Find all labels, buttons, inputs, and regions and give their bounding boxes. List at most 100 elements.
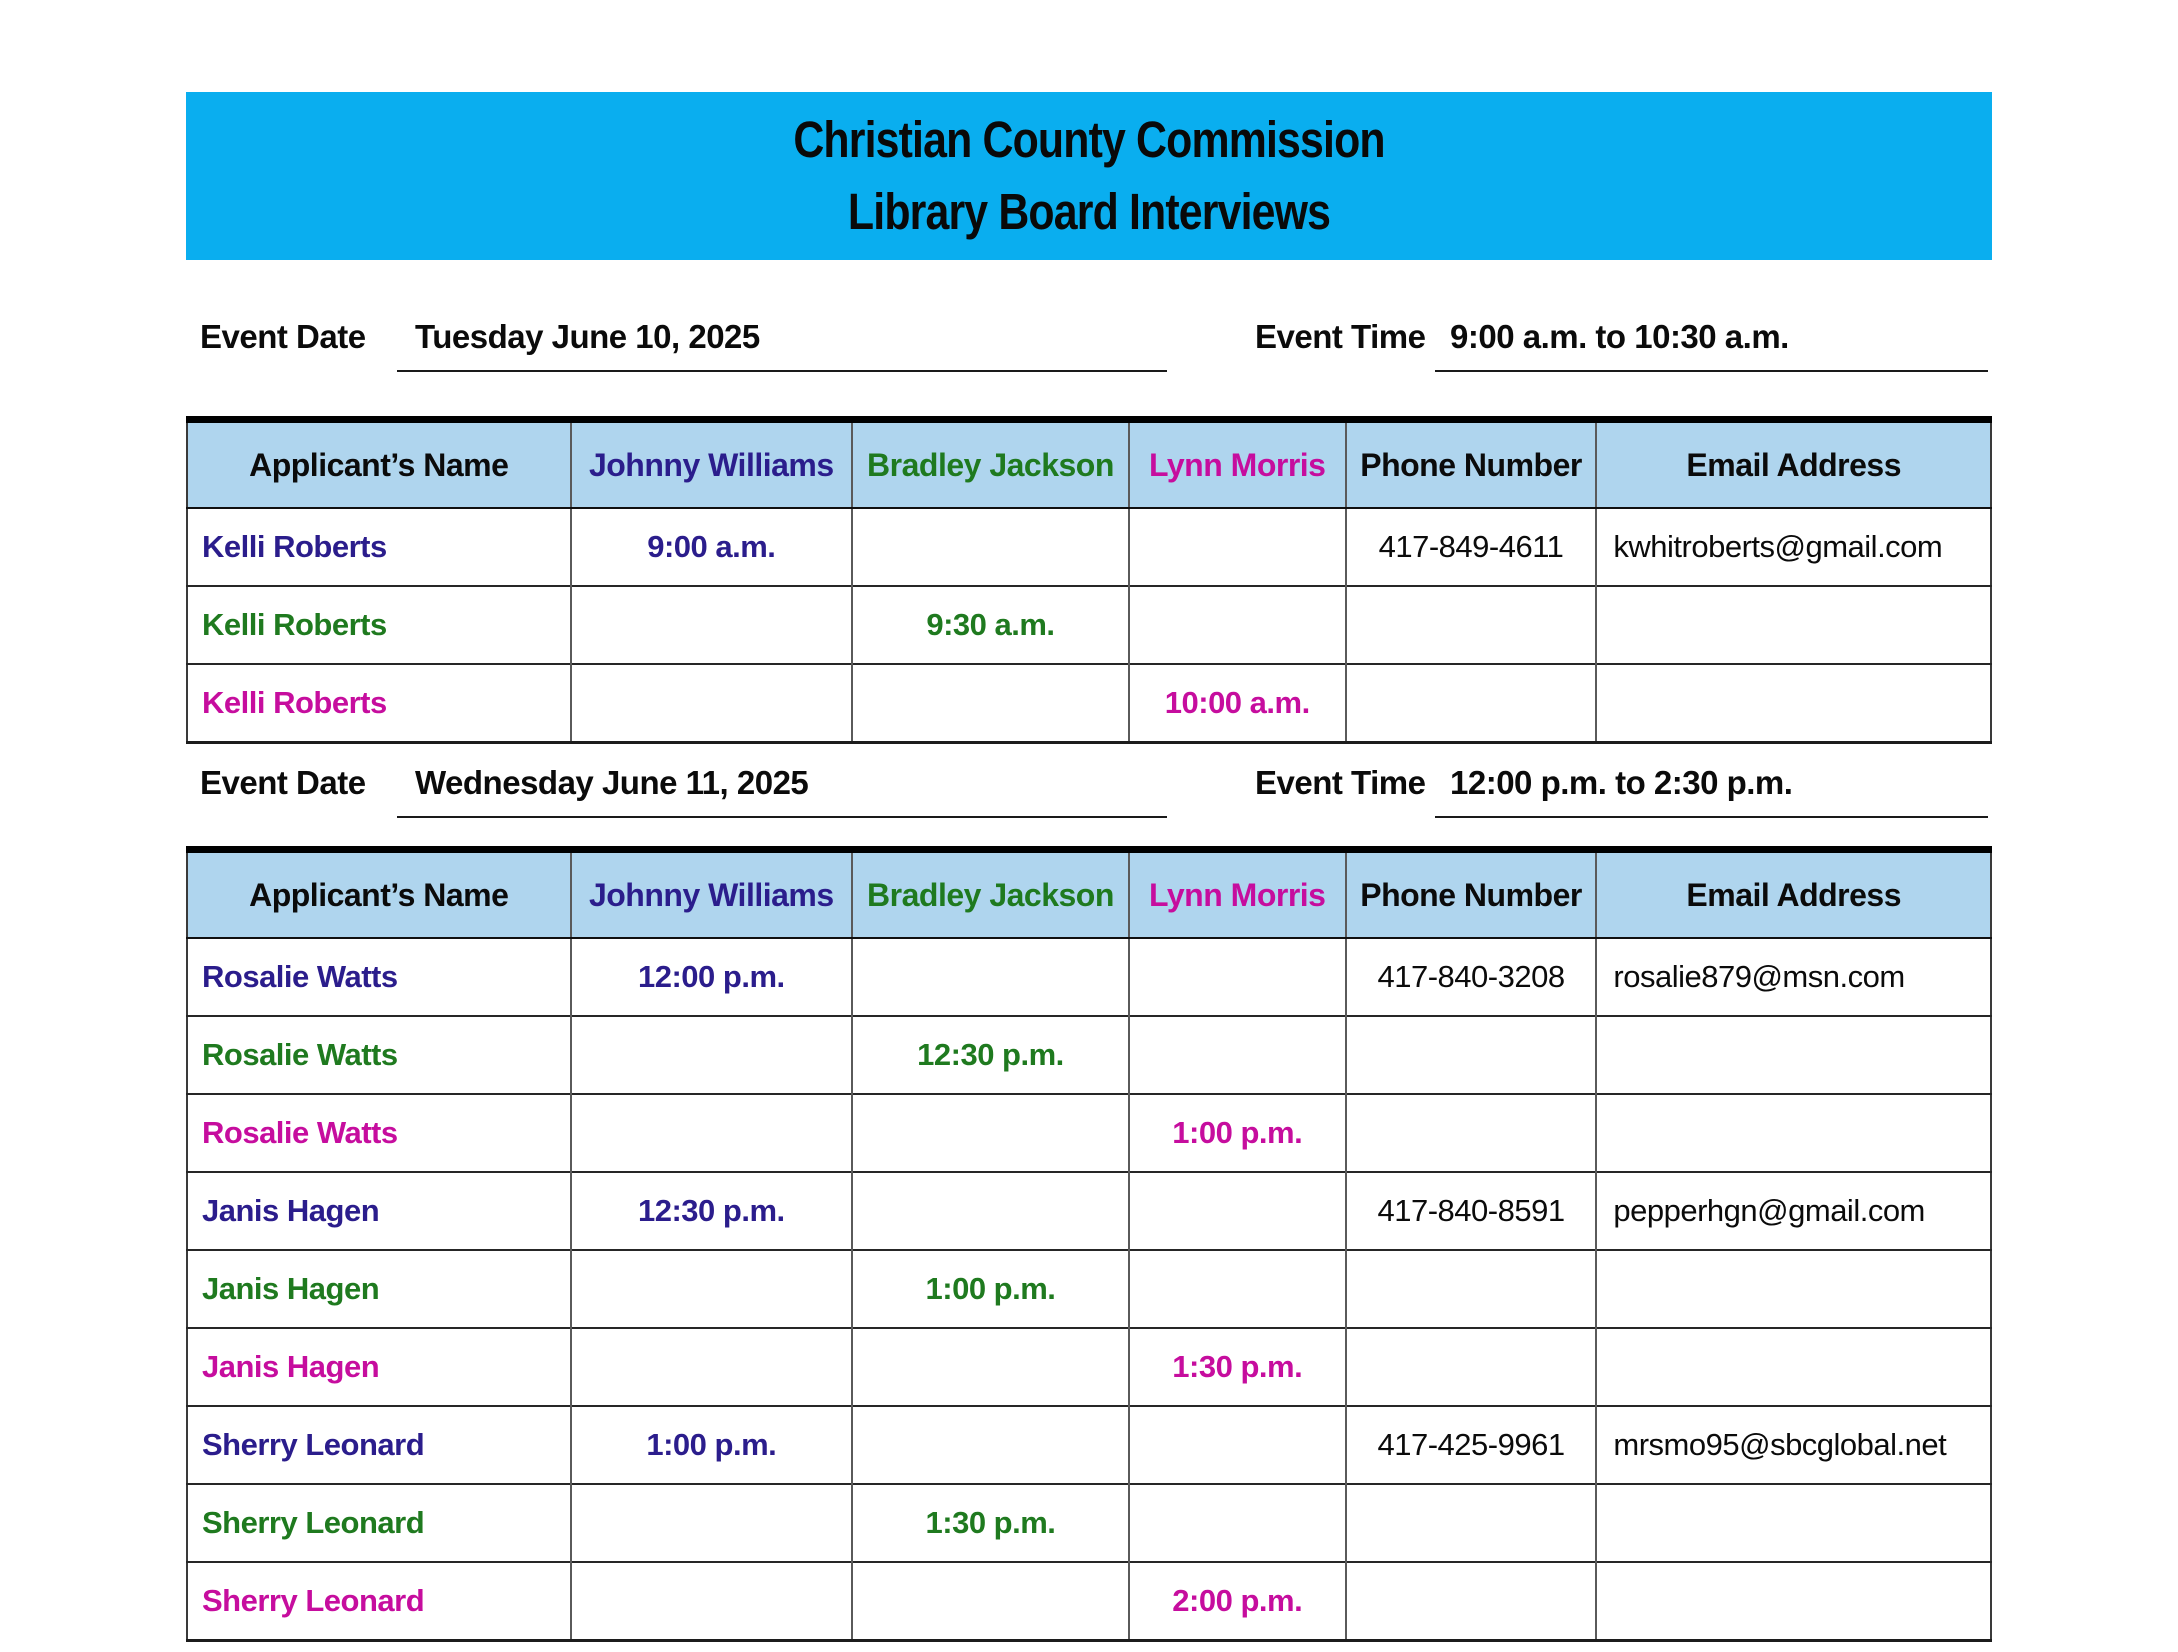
col-header-bradley-jackson: Bradley Jackson bbox=[851, 419, 1129, 509]
col-header-phone-number: Phone Number bbox=[1344, 419, 1597, 509]
phone-cell bbox=[1344, 1327, 1597, 1406]
interview-table-june-11: Applicant’s Name Johnny Williams Bradley… bbox=[186, 846, 1992, 1642]
table-row: Kelli Roberts 9:30 a.m. bbox=[187, 585, 1991, 664]
col-header-applicant-name: Applicant’s Name bbox=[187, 419, 571, 509]
applicant-name-cell: Rosalie Watts bbox=[187, 937, 571, 1016]
bradley-time-cell bbox=[851, 1405, 1129, 1484]
email-cell bbox=[1595, 1093, 1991, 1172]
applicant-name-cell: Janis Hagen bbox=[187, 1249, 571, 1328]
phone-cell: 417-425-9961 bbox=[1344, 1405, 1597, 1484]
event-time-label: Event Time bbox=[1255, 764, 1426, 801]
bradley-time-cell bbox=[851, 1327, 1129, 1406]
bradley-time-cell: 12:30 p.m. bbox=[851, 1015, 1129, 1094]
bradley-time-cell bbox=[851, 663, 1129, 743]
bradley-time-cell: 1:30 p.m. bbox=[851, 1483, 1129, 1562]
event-info-row-2: Event Date Wednesday June 11, 2025 Event… bbox=[186, 744, 1992, 846]
lynn-time-cell: 1:00 p.m. bbox=[1127, 1093, 1346, 1172]
bradley-time-cell bbox=[851, 507, 1129, 586]
applicant-name-cell: Janis Hagen bbox=[187, 1327, 571, 1406]
phone-cell: 417-840-3208 bbox=[1344, 937, 1597, 1016]
col-header-johnny-williams: Johnny Williams bbox=[569, 419, 853, 509]
lynn-time-cell: 10:00 a.m. bbox=[1127, 663, 1346, 743]
bradley-time-cell bbox=[851, 937, 1129, 1016]
event-date-label: Event Date bbox=[200, 764, 366, 801]
event-date-value: Tuesday June 10, 2025 bbox=[415, 318, 760, 355]
email-cell bbox=[1595, 663, 1991, 743]
col-header-email-address: Email Address bbox=[1595, 849, 1991, 939]
applicant-name-cell: Kelli Roberts bbox=[187, 585, 571, 664]
email-cell bbox=[1595, 1015, 1991, 1094]
table-row: Sherry Leonard 1:30 p.m. bbox=[187, 1483, 1991, 1562]
table-row: Kelli Roberts 10:00 a.m. bbox=[187, 663, 1991, 743]
applicant-name-cell: Rosalie Watts bbox=[187, 1093, 571, 1172]
event-time-label: Event Time bbox=[1255, 318, 1426, 355]
phone-cell: 417-840-8591 bbox=[1344, 1171, 1597, 1250]
phone-cell bbox=[1344, 1483, 1597, 1562]
event-date-label: Event Date bbox=[200, 318, 366, 355]
lynn-time-cell bbox=[1127, 1015, 1346, 1094]
col-header-phone-number: Phone Number bbox=[1344, 849, 1597, 939]
lynn-time-cell: 2:00 p.m. bbox=[1127, 1561, 1346, 1641]
johnny-time-cell bbox=[569, 1015, 853, 1094]
phone-cell bbox=[1344, 585, 1597, 664]
johnny-time-cell: 12:00 p.m. bbox=[569, 937, 853, 1016]
col-header-applicant-name: Applicant’s Name bbox=[187, 849, 571, 939]
col-header-johnny-williams: Johnny Williams bbox=[569, 849, 853, 939]
applicant-name-cell: Rosalie Watts bbox=[187, 1015, 571, 1094]
lynn-time-cell bbox=[1127, 1405, 1346, 1484]
johnny-time-cell bbox=[569, 1483, 853, 1562]
bradley-time-cell: 1:00 p.m. bbox=[851, 1249, 1129, 1328]
table-row: Sherry Leonard 2:00 p.m. bbox=[187, 1561, 1991, 1641]
table-row: Sherry Leonard 1:00 p.m. 417-425-9961 mr… bbox=[187, 1405, 1991, 1484]
col-header-lynn-morris: Lynn Morris bbox=[1127, 419, 1346, 509]
event-time-underline bbox=[1435, 370, 1988, 372]
email-cell bbox=[1595, 1561, 1991, 1641]
interview-table-june-10: Applicant’s Name Johnny Williams Bradley… bbox=[186, 416, 1992, 744]
event-date-value: Wednesday June 11, 2025 bbox=[415, 764, 809, 801]
phone-cell: 417-849-4611 bbox=[1344, 507, 1597, 586]
johnny-time-cell: 9:00 a.m. bbox=[569, 507, 853, 586]
phone-cell bbox=[1344, 1561, 1597, 1641]
table-row: Rosalie Watts 12:00 p.m. 417-840-3208 ro… bbox=[187, 937, 1991, 1016]
event-date-underline bbox=[397, 816, 1167, 818]
lynn-time-cell bbox=[1127, 1249, 1346, 1328]
bradley-time-cell: 9:30 a.m. bbox=[851, 585, 1129, 664]
email-cell bbox=[1595, 585, 1991, 664]
phone-cell bbox=[1344, 1093, 1597, 1172]
phone-cell bbox=[1344, 1015, 1597, 1094]
lynn-time-cell bbox=[1127, 585, 1346, 664]
bradley-time-cell bbox=[851, 1093, 1129, 1172]
table-row: Janis Hagen 1:00 p.m. bbox=[187, 1249, 1991, 1328]
title-banner: Christian County Commission Library Boar… bbox=[186, 92, 1992, 260]
applicant-name-cell: Sherry Leonard bbox=[187, 1405, 571, 1484]
applicant-name-cell: Kelli Roberts bbox=[187, 507, 571, 586]
applicant-name-cell: Kelli Roberts bbox=[187, 663, 571, 743]
johnny-time-cell bbox=[569, 1327, 853, 1406]
phone-cell bbox=[1344, 663, 1597, 743]
bradley-time-cell bbox=[851, 1561, 1129, 1641]
applicant-name-cell: Janis Hagen bbox=[187, 1171, 571, 1250]
johnny-time-cell bbox=[569, 1093, 853, 1172]
email-cell bbox=[1595, 1249, 1991, 1328]
col-header-bradley-jackson: Bradley Jackson bbox=[851, 849, 1129, 939]
bradley-time-cell bbox=[851, 1171, 1129, 1250]
lynn-time-cell bbox=[1127, 1171, 1346, 1250]
johnny-time-cell: 12:30 p.m. bbox=[569, 1171, 853, 1250]
email-cell: rosalie879@msn.com bbox=[1595, 937, 1991, 1016]
table-row: Kelli Roberts 9:00 a.m. 417-849-4611 kwh… bbox=[187, 507, 1991, 586]
document-page: Christian County Commission Library Boar… bbox=[186, 0, 1992, 1642]
page-title: Christian County Commission bbox=[793, 111, 1385, 168]
event-date-underline bbox=[397, 370, 1167, 372]
table-row: Rosalie Watts 12:30 p.m. bbox=[187, 1015, 1991, 1094]
email-cell: kwhitroberts@gmail.com bbox=[1595, 507, 1991, 586]
johnny-time-cell bbox=[569, 1249, 853, 1328]
email-cell: pepperhgn@gmail.com bbox=[1595, 1171, 1991, 1250]
page-subtitle: Library Board Interviews bbox=[847, 183, 1331, 240]
applicant-name-cell: Sherry Leonard bbox=[187, 1483, 571, 1562]
lynn-time-cell bbox=[1127, 507, 1346, 586]
col-header-email-address: Email Address bbox=[1595, 419, 1991, 509]
lynn-time-cell bbox=[1127, 1483, 1346, 1562]
event-time-value: 9:00 a.m. to 10:30 a.m. bbox=[1450, 318, 1789, 355]
johnny-time-cell bbox=[569, 1561, 853, 1641]
table-header-row: Applicant’s Name Johnny Williams Bradley… bbox=[187, 419, 1991, 509]
